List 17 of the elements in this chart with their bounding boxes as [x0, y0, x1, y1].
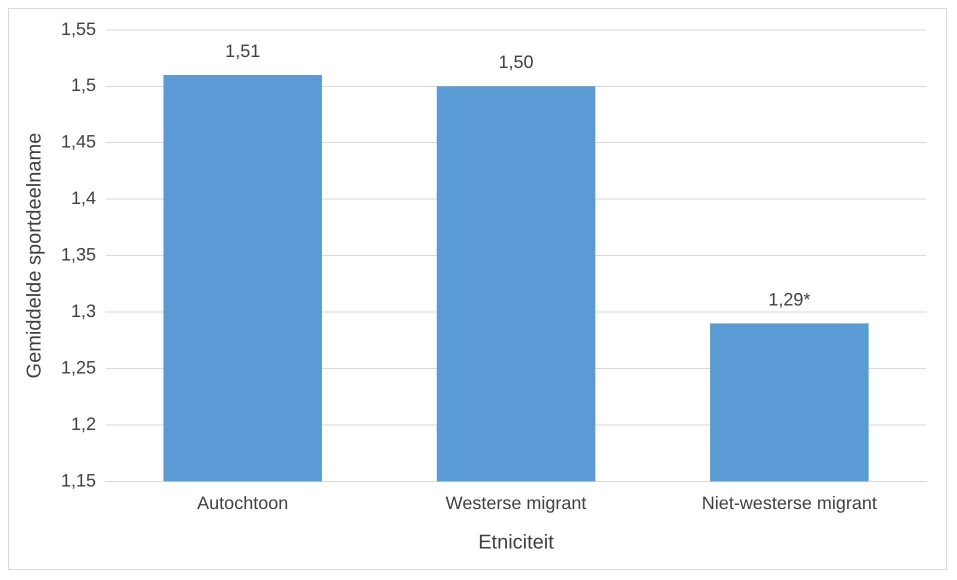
x-tick-label: Westerse migrant [446, 493, 586, 514]
y-tick-label: 1,2 [71, 414, 96, 434]
y-tick-label: 1,4 [71, 188, 96, 208]
y-tick-label: 1,3 [71, 301, 96, 322]
x-tick-label: Niet-westerse migrant [702, 493, 877, 514]
data-label: 1,51 [225, 40, 260, 61]
x-axis-title: Etniciteit [478, 532, 554, 554]
x-tick-label: Autochtoon [197, 493, 288, 514]
y-tick-label: 1,25 [60, 357, 96, 378]
y-tick-label: 1,15 [60, 470, 96, 490]
y-tick-label: 1,35 [60, 244, 96, 265]
data-label: 1,50 [498, 52, 534, 72]
y-axis-title: Gemiddelde sportdeelname [24, 132, 46, 378]
y-tick-label: 1,5 [71, 75, 96, 96]
y-tick-label: 1,55 [60, 18, 96, 39]
y-tick-label: 1,45 [60, 132, 96, 152]
data-label: 1,29* [768, 289, 810, 310]
